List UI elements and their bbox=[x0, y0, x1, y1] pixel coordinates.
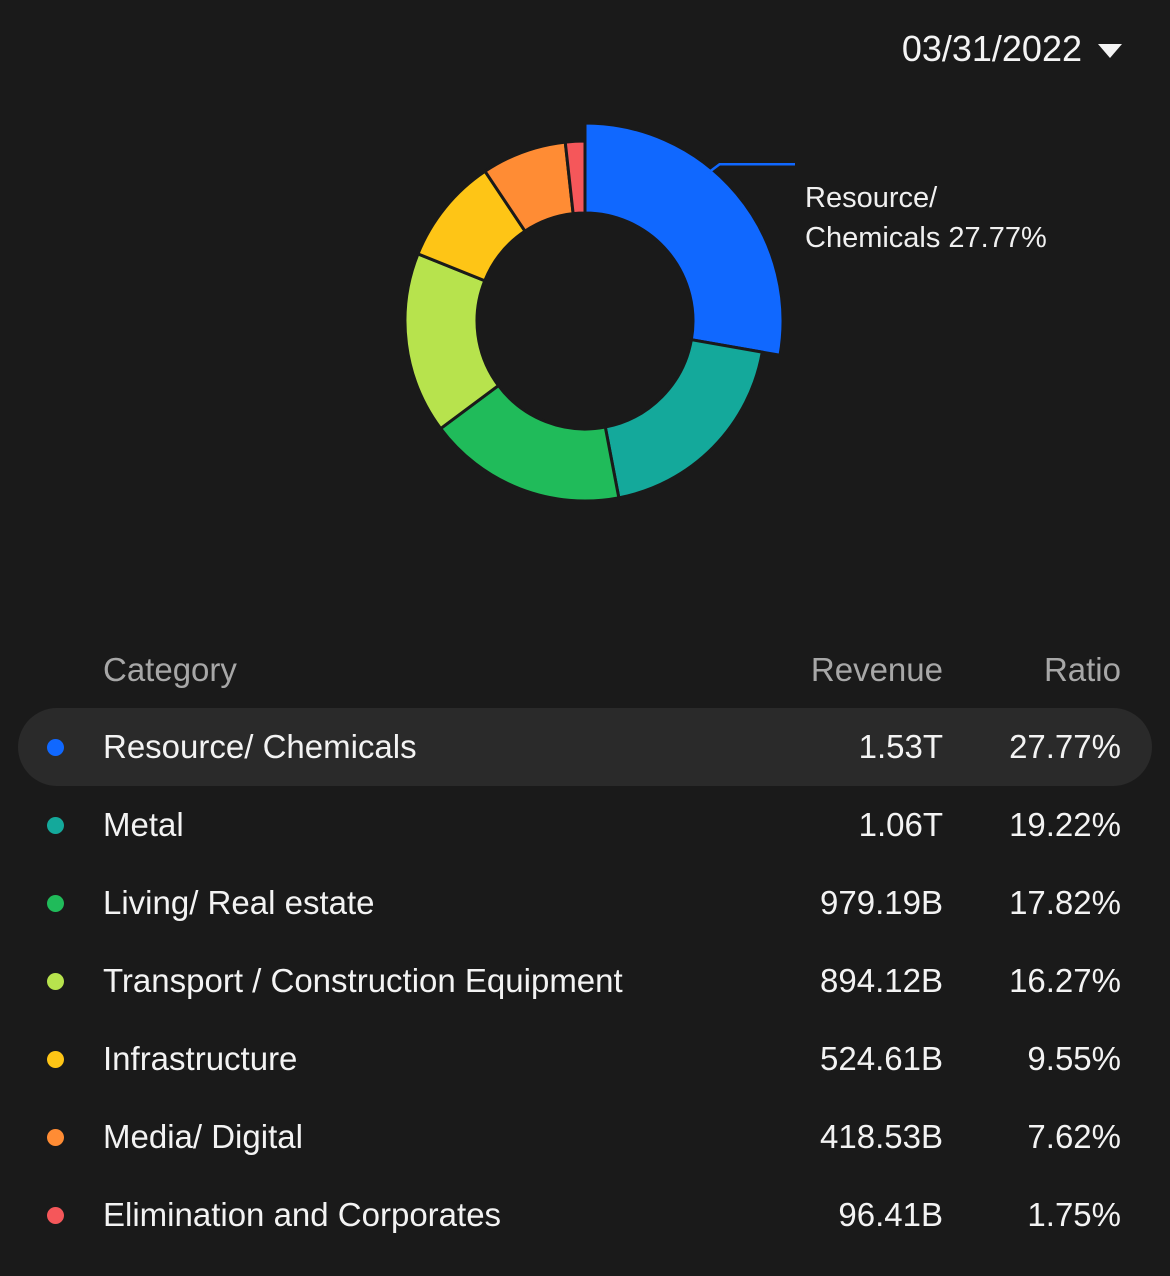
table-row[interactable]: Living/ Real estate 979.19B 17.82% bbox=[18, 864, 1152, 942]
row-ratio: 1.75% bbox=[1027, 1196, 1121, 1233]
donut-slice-0[interactable] bbox=[583, 121, 785, 358]
legend-dot bbox=[47, 894, 64, 912]
table-row[interactable]: Media/ Digital 418.53B 7.62% bbox=[18, 1098, 1152, 1176]
date-value: 03/31/2022 bbox=[901, 28, 1082, 69]
row-category: Media/ Digital bbox=[103, 1118, 303, 1155]
table-header: Category Revenue Ratio bbox=[18, 632, 1152, 708]
row-revenue: 1.53T bbox=[858, 728, 943, 765]
row-revenue: 894.12B bbox=[820, 962, 943, 999]
callout-leader-line bbox=[706, 162, 795, 175]
header-revenue: Revenue bbox=[810, 651, 943, 688]
caret-down-icon bbox=[1098, 44, 1122, 58]
row-revenue: 1.06T bbox=[858, 806, 943, 843]
donut-slice-1[interactable] bbox=[603, 337, 765, 500]
callout-line-2: Chemicals 27.77% bbox=[805, 222, 1047, 254]
row-ratio: 19.22% bbox=[1009, 806, 1121, 843]
row-revenue: 979.19B bbox=[820, 884, 943, 921]
row-ratio: 16.27% bbox=[1009, 962, 1121, 999]
row-revenue: 418.53B bbox=[820, 1118, 943, 1155]
legend-dot bbox=[47, 1050, 64, 1068]
row-ratio: 17.82% bbox=[1009, 884, 1121, 921]
table-row[interactable]: Infrastructure 524.61B 9.55% bbox=[18, 1020, 1152, 1098]
table-row[interactable]: Elimination and Corporates 96.41B 1.75% bbox=[18, 1176, 1152, 1254]
row-category: Living/ Real estate bbox=[103, 884, 375, 921]
row-category: Infrastructure bbox=[103, 1040, 298, 1077]
table-row[interactable]: Transport / Construction Equipment 894.1… bbox=[18, 942, 1152, 1020]
row-revenue: 96.41B bbox=[838, 1196, 943, 1233]
revenue-table: Category Revenue Ratio Resource/ Chemica… bbox=[18, 632, 1152, 1254]
row-category: Transport / Construction Equipment bbox=[103, 962, 623, 999]
date-selector[interactable]: 03/31/2022 bbox=[902, 28, 1122, 70]
donut-slice-6[interactable] bbox=[563, 139, 587, 216]
table-row[interactable]: Resource/ Chemicals 1.53T 27.77% bbox=[18, 708, 1152, 786]
row-ratio: 27.77% bbox=[1009, 728, 1121, 765]
donut-chart bbox=[403, 121, 795, 503]
row-category: Elimination and Corporates bbox=[103, 1196, 502, 1233]
header-ratio: Ratio bbox=[1043, 651, 1121, 688]
row-category: Metal bbox=[103, 806, 184, 843]
callout-line-1: Resource/ bbox=[805, 182, 938, 214]
chart-callout-label: Resource/ Chemicals 27.77% bbox=[805, 178, 1047, 258]
row-revenue: 524.61B bbox=[820, 1040, 943, 1077]
row-category: Resource/ Chemicals bbox=[103, 728, 417, 765]
legend-dot bbox=[47, 1128, 64, 1146]
donut-slice-2[interactable] bbox=[438, 383, 621, 503]
legend-dot bbox=[47, 738, 64, 756]
table-row[interactable]: Metal 1.06T 19.22% bbox=[18, 786, 1152, 864]
legend-dot bbox=[47, 1206, 64, 1224]
row-ratio: 7.62% bbox=[1027, 1118, 1121, 1155]
legend-dot bbox=[47, 816, 64, 834]
legend-dot bbox=[47, 972, 64, 990]
row-ratio: 9.55% bbox=[1027, 1040, 1121, 1077]
header-category: Category bbox=[103, 651, 237, 688]
